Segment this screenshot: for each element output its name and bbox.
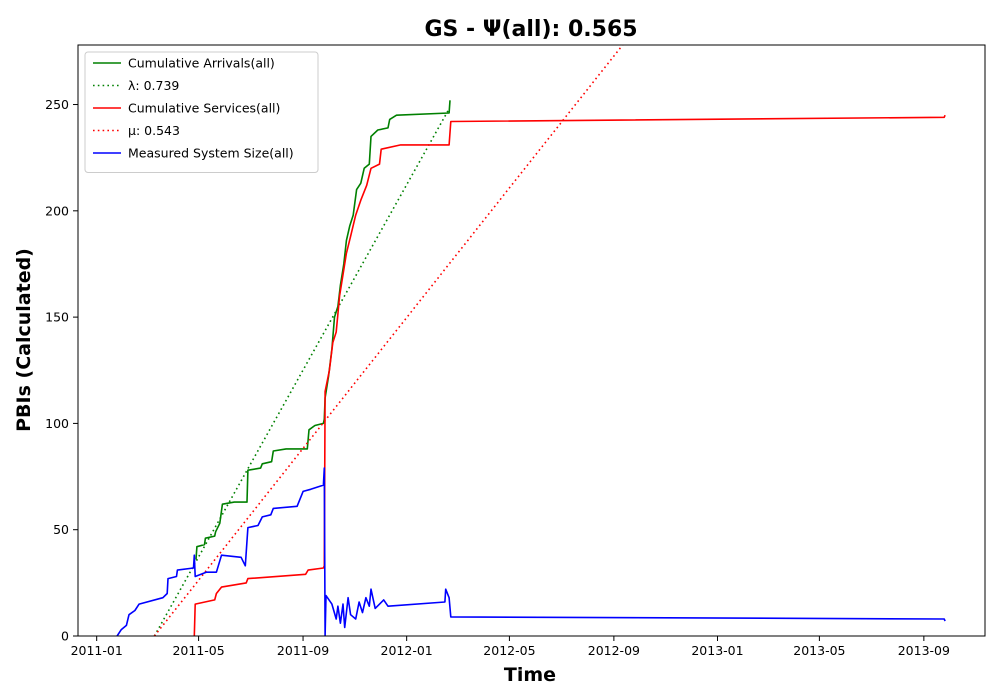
legend-box (84, 51, 319, 173)
legend-label-2: Cumulative Services(all) (128, 101, 280, 116)
plot-area (116, 45, 946, 636)
legend-label-1: λ: 0.739 (128, 78, 179, 93)
y-tick-label: 150 (45, 310, 69, 325)
plot-frame (77, 44, 986, 637)
x-tick-label: 2012-05 (483, 643, 535, 658)
series-line-4 (116, 467, 946, 636)
y-tick-label: 250 (45, 97, 69, 112)
y-tick-label: 0 (61, 629, 69, 644)
series-line-3 (153, 45, 624, 636)
y-tick-label: 100 (45, 416, 69, 431)
y-tick-label: 50 (53, 522, 69, 537)
x-tick-label: 2011-05 (172, 643, 224, 658)
x-tick-label: 2011-01 (71, 643, 123, 658)
legend-label-0: Cumulative Arrivals(all) (128, 56, 275, 71)
y-axis-label: PBIs (Calculated) (13, 248, 35, 432)
legend-label-4: Measured System Size(all) (128, 146, 294, 161)
axes: 2011-01 2011-05 2011-09 2012-01 2012-05 2012-… (45, 44, 986, 658)
x-tick-label: 2012-01 (381, 643, 433, 658)
legend: Cumulative Arrivals(all) λ: 0.739 Cumulati… (84, 51, 319, 173)
x-tick-label: 2013-05 (793, 643, 845, 658)
series-line-2 (193, 114, 946, 636)
chart-title: GS - Ψ(all): 0.565 (424, 17, 637, 42)
x-tick-label: 2011-09 (277, 643, 329, 658)
x-axis-label: Time (504, 664, 556, 686)
x-tick-label: 2012-09 (588, 643, 640, 658)
legend-label-3: μ: 0.543 (128, 123, 180, 138)
y-tick-label: 200 (45, 203, 69, 218)
x-tick-label: 2013-01 (691, 643, 743, 658)
x-tick-label: 2013-09 (898, 643, 950, 658)
